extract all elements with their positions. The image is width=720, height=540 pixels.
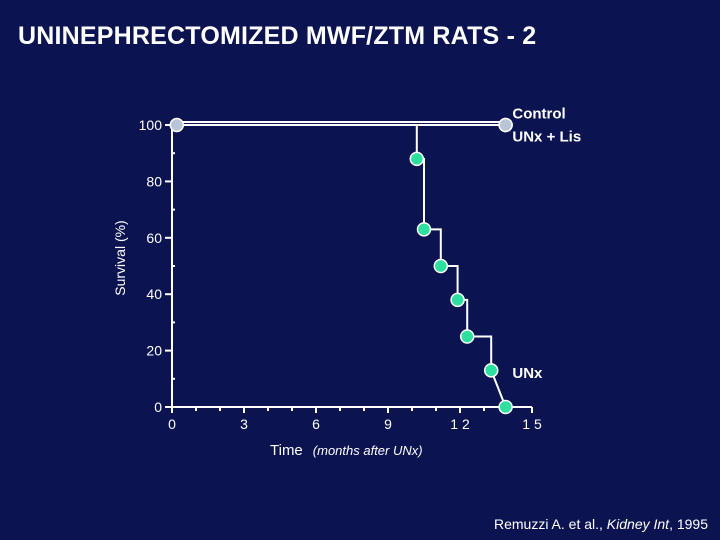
y-tick-label: 80 (146, 173, 162, 189)
series-label-2: UNx (512, 365, 543, 382)
x-tick-label: 1 2 (450, 416, 470, 432)
citation-year: , 1995 (669, 516, 708, 532)
y-axis-title: Survival (%) (112, 220, 128, 295)
citation: Remuzzi A. et al., Kidney Int, 1995 (494, 516, 708, 532)
chart-labels: Control UNx + Lis UNx (512, 106, 581, 382)
series-2-marker-3 (450, 292, 465, 308)
series-label-0: Control (512, 106, 565, 123)
series-2-marker-5 (483, 363, 499, 378)
x-tick-label: 0 (168, 416, 176, 432)
series-1-marker-0 (169, 117, 185, 133)
series-line-2 (172, 124, 507, 408)
citation-authors: Remuzzi A. et al., (493, 516, 607, 532)
series-2-marker-2 (433, 258, 449, 274)
x-tick-label: 6 (312, 416, 320, 432)
series-1-marker-1 (498, 117, 513, 133)
citation-journal: Kidney Int (606, 516, 670, 532)
series-2-marker-1 (416, 222, 432, 237)
series-2-marker-0 (409, 151, 425, 167)
y-tick-label: 0 (154, 399, 162, 415)
slide-title: UNINEPHRECTOMIZED MWF/ZTM RATS - 2 (18, 22, 537, 50)
series-label-1: UNx + Lis (512, 128, 581, 145)
chart-axes: 0 20 40 60 80 100 0 3 6 9 1 2 1 5 Survival (%) Time (m… (112, 117, 542, 459)
chart-lines (172, 121, 507, 408)
y-tick-label: 100 (139, 117, 163, 133)
series-2-marker-6 (498, 399, 513, 415)
x-tick-label: 9 (384, 416, 392, 432)
x-tick-label: 3 (240, 416, 248, 432)
x-axis-title-note: (months after UNx) (313, 443, 423, 458)
x-tick-label: 1 5 (522, 416, 542, 432)
x-axis-title: Time (months after UNx) (270, 442, 423, 459)
y-tick-label: 20 (146, 343, 162, 359)
y-tick-label: 60 (146, 230, 162, 246)
chart-markers (169, 117, 513, 415)
y-tick-label: 40 (146, 286, 162, 302)
x-axis-title-main: Time (270, 442, 303, 459)
series-2-marker-4 (459, 329, 475, 344)
